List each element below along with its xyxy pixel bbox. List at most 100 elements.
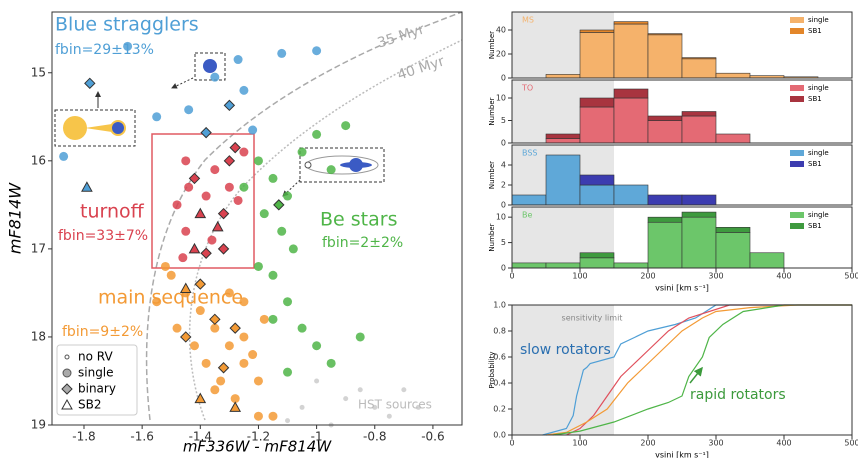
- bar-stacked: [545, 133, 581, 139]
- bar: [545, 262, 581, 269]
- point: [343, 396, 349, 402]
- x-tick-label: 200: [640, 439, 655, 448]
- legend-swatch: [790, 161, 804, 167]
- x-tick-label: 400: [776, 272, 791, 281]
- point: [210, 323, 220, 333]
- y-tick-label: 2: [501, 181, 506, 190]
- point: [239, 358, 249, 368]
- point-binary: [84, 77, 96, 90]
- point: [312, 129, 322, 139]
- inset-star: [63, 116, 87, 140]
- y-tick-label: 0: [501, 139, 506, 148]
- sensitivity-region: [512, 305, 614, 435]
- point: [312, 46, 322, 56]
- annotation: rapid rotators: [690, 387, 786, 403]
- bar: [715, 133, 751, 144]
- legend-label: SB1: [808, 222, 822, 230]
- bar: [681, 216, 717, 269]
- legend-glyph: [64, 354, 70, 360]
- plot-frame: [51, 11, 463, 426]
- x-axis-label: mF336W - mF814W: [183, 438, 333, 456]
- bar: [647, 34, 683, 79]
- group-label: turnoff: [80, 201, 145, 223]
- point: [314, 378, 320, 384]
- point-sb2: [211, 220, 224, 232]
- legend-swatch: [790, 212, 804, 218]
- point: [224, 288, 234, 298]
- cdf-line: [542, 304, 852, 436]
- point: [59, 151, 69, 161]
- legend-label: single: [808, 84, 829, 92]
- point: [233, 55, 243, 65]
- x-tick-label: 0: [509, 439, 514, 448]
- panel-title: BSS: [522, 149, 538, 158]
- point: [297, 147, 307, 157]
- x-tick-label: -1.2: [247, 430, 270, 444]
- point: [415, 404, 421, 410]
- y-tick-label: 5: [501, 116, 506, 125]
- point: [224, 182, 234, 192]
- point: [239, 332, 249, 342]
- bar-stacked: [647, 33, 683, 36]
- x-tick-label: -0.8: [363, 430, 386, 444]
- group-label: Blue stragglers: [55, 14, 199, 36]
- point-binary: [223, 99, 236, 112]
- point: [184, 182, 194, 192]
- point: [355, 332, 365, 342]
- point: [230, 394, 240, 404]
- point: [172, 200, 182, 210]
- bar: [511, 262, 547, 269]
- legend-label: single: [808, 16, 829, 24]
- point: [248, 350, 258, 360]
- group-label: main sequence: [98, 287, 243, 309]
- x-axis-label: vsini [km s⁻¹]: [655, 284, 709, 293]
- inset-stream: [85, 124, 112, 132]
- point-binary: [200, 126, 212, 139]
- x-tick-label: 100: [572, 272, 587, 281]
- legend-swatch: [790, 96, 804, 102]
- point: [201, 358, 211, 368]
- point: [224, 341, 234, 351]
- x-tick-label: -1: [311, 430, 323, 444]
- inset-star: [203, 59, 217, 73]
- x-tick-label: -1.4: [189, 430, 212, 444]
- inset-companion: [304, 161, 312, 169]
- point: [210, 165, 220, 175]
- plot-frame: [511, 144, 853, 206]
- y-tick-label: 0.0: [493, 431, 506, 440]
- bar-stacked: [681, 111, 717, 117]
- bar: [613, 184, 649, 206]
- point-binary: [217, 207, 230, 220]
- bar-stacked: [715, 227, 751, 233]
- cdf-line: [545, 304, 852, 436]
- point: [233, 195, 243, 205]
- binary-fraction: fbin=9±2%: [62, 324, 143, 340]
- inset-star: [349, 158, 363, 172]
- y-tick-label: 0.2: [493, 405, 506, 414]
- y-tick-label: 10: [496, 213, 506, 222]
- point: [326, 358, 336, 368]
- binary-fraction: fbin=29±13%: [55, 42, 154, 58]
- point: [172, 323, 182, 333]
- plot-frame: [511, 304, 853, 436]
- plot-frame: [511, 79, 853, 144]
- point-binary: [209, 313, 221, 326]
- legend-label: SB1: [808, 160, 822, 168]
- legend-label: no RV: [78, 350, 113, 364]
- point: [239, 182, 249, 192]
- point: [268, 270, 278, 280]
- point: [189, 341, 199, 351]
- point-binary: [188, 172, 201, 185]
- bar: [579, 32, 615, 79]
- x-tick-label: 0: [509, 272, 514, 281]
- isochrone-35: [145, 11, 463, 421]
- bar: [749, 252, 785, 269]
- bar-stacked: [579, 97, 615, 108]
- point: [239, 297, 249, 307]
- point: [178, 253, 188, 263]
- point: [357, 387, 363, 393]
- point: [181, 226, 191, 236]
- annotation: sensitivity limit: [562, 314, 623, 323]
- plot-frame: [511, 11, 853, 79]
- bar-stacked: [613, 21, 649, 25]
